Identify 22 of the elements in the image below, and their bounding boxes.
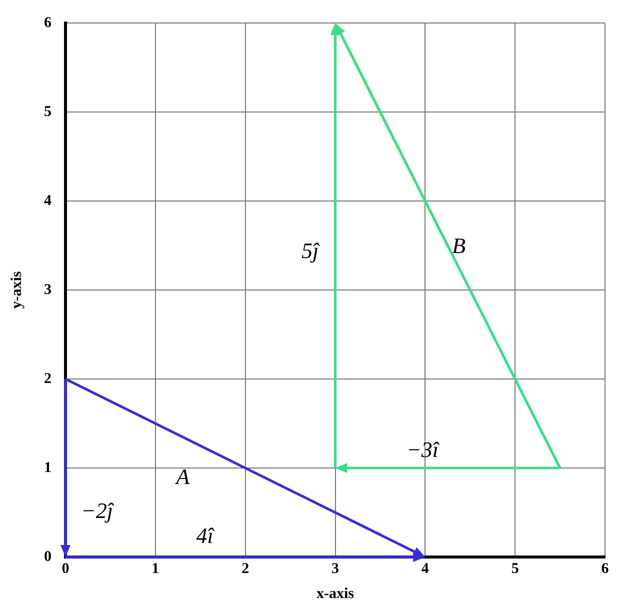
x-tick-label: 6 <box>601 560 610 577</box>
y-tick-label: 3 <box>44 282 52 298</box>
annotation: A⃗ <box>176 464 207 490</box>
annotation: B⃗ <box>452 232 483 258</box>
annotation: −2ĵ <box>80 498 113 524</box>
y-tick-label: 2 <box>44 370 52 387</box>
annotation: 4î <box>196 522 214 549</box>
x-tick-label: 2 <box>242 560 250 577</box>
y-axis-title: y-axis <box>8 271 25 309</box>
y-tick-label: 1 <box>44 460 52 476</box>
x-tick-label: 3 <box>332 560 339 577</box>
x-axis-title: x-axis <box>316 586 354 602</box>
x-tick-label: 0 <box>62 560 70 577</box>
x-tick-label: 1 <box>152 560 160 577</box>
y-tick-label: 5 <box>44 104 52 120</box>
annotation: 5ĵ <box>302 238 319 264</box>
x-tick-label: 4 <box>421 560 430 577</box>
annotation: −3î <box>406 437 438 464</box>
x-tick-label: 5 <box>511 560 519 577</box>
y-tick-label: 4 <box>44 192 52 209</box>
y-tick-label: 0 <box>44 548 52 565</box>
y-tick-label: 6 <box>44 14 52 31</box>
